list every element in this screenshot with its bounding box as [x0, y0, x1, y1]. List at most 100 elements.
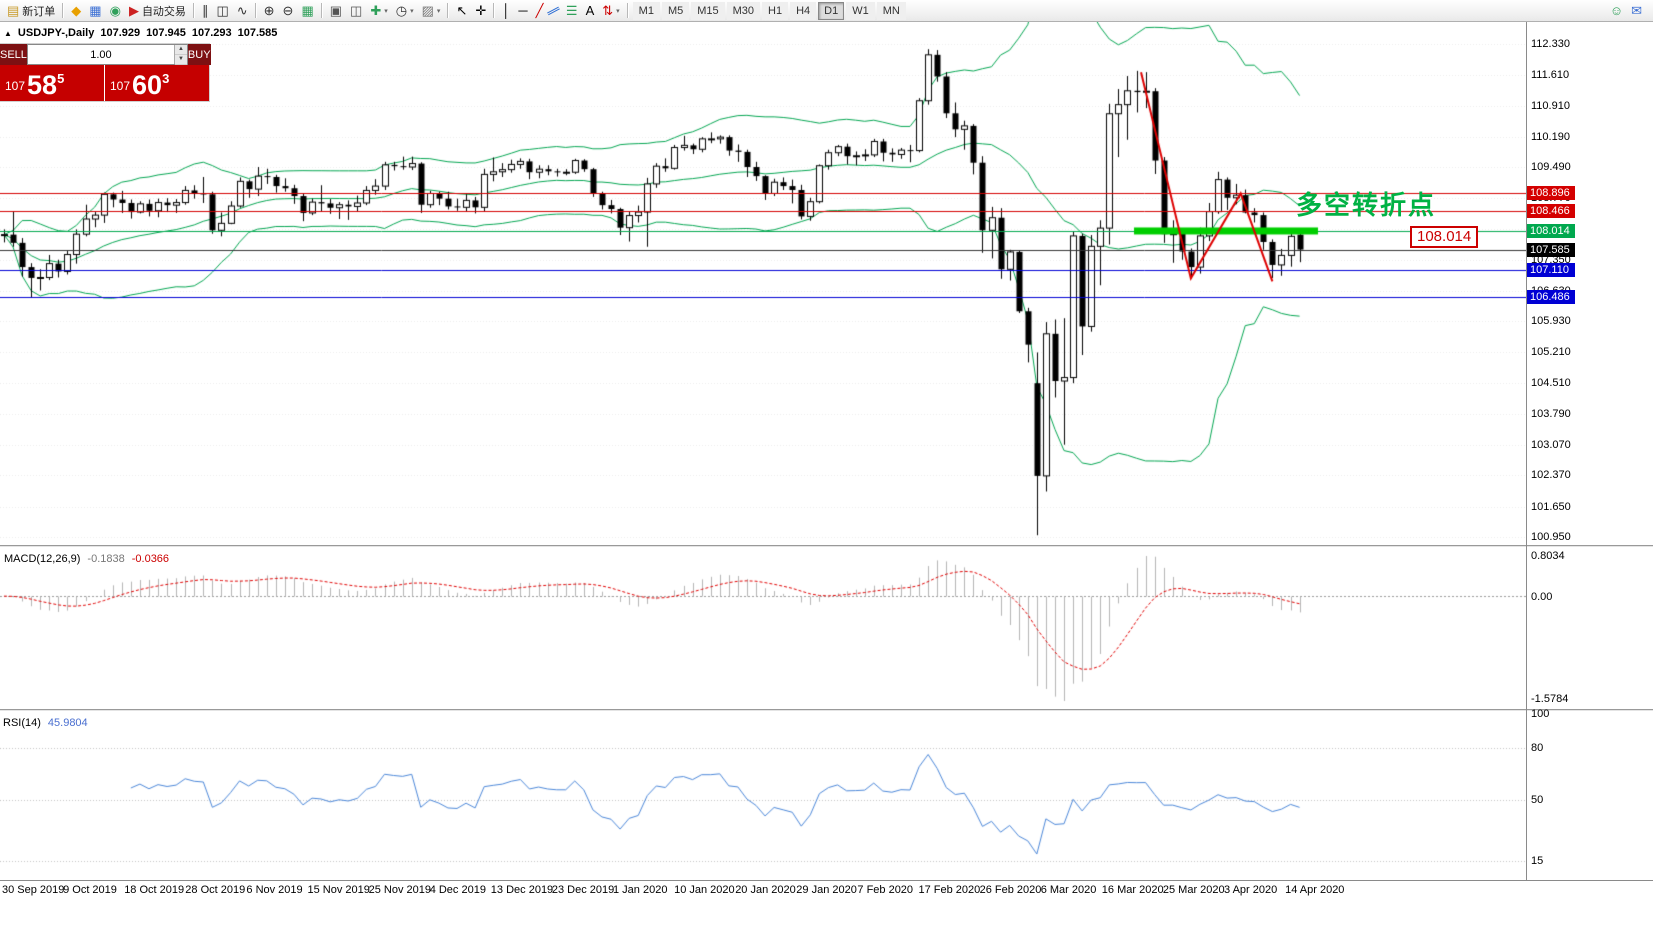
- rsi-axis-label: 15: [1531, 854, 1544, 867]
- date-label: 29 Jan 2020: [796, 884, 857, 896]
- sell-big-figure: 107: [5, 79, 26, 93]
- toolbar-items: ▤ 新订单 ◆ ▦ ◉ ▶ 自动交易 ∥ ◫ ∿ ⊕ ⊖ ▦ ▣ ◫ ✚ ▾ ◷ ▾ ▨ ▾ ↖ ✛ │ ─ ╱ ∥ ☰ A ⇅ ▾: [3, 1, 632, 21]
- timeframe-m30-button[interactable]: M30: [726, 1, 761, 20]
- date-label: 9 Oct 2019: [63, 884, 117, 896]
- macd-axis-label: 0.8034: [1531, 550, 1565, 562]
- zoom-out-button[interactable]: ⊖: [279, 1, 298, 21]
- macd-label: MACD(12,26,9) -0.1838 -0.0366: [4, 553, 169, 565]
- buy-price-button[interactable]: 107 60 3: [105, 65, 209, 101]
- mail-icon: ✉: [1631, 3, 1642, 18]
- dropdown-arrow-icon: ▾: [410, 7, 414, 15]
- auto-trading-label: 自动交易: [141, 5, 186, 18]
- lot-size-input[interactable]: [27, 45, 174, 64]
- chart-window: 112.330111.610110.910110.190109.490108.7…: [0, 22, 1653, 949]
- templates-button[interactable]: ▨ ▾: [418, 1, 445, 21]
- data-window-button[interactable]: ▦: [85, 1, 105, 21]
- rsi-splitter[interactable]: [0, 709, 1653, 712]
- line-chart-mode-button[interactable]: ∿: [233, 1, 252, 21]
- timeframe-m15-button[interactable]: M15: [691, 1, 725, 20]
- level-price-badge: 108.896: [1527, 185, 1575, 200]
- macd-panel-canvas[interactable]: [0, 548, 1526, 709]
- lot-spinner-down-icon[interactable]: ▼: [174, 55, 187, 65]
- trendline-button[interactable]: ╱: [532, 1, 548, 21]
- chart-title: ▲ USDJPY-,Daily 107.929 107.945 107.293 …: [4, 27, 277, 39]
- toolbar-separator: [192, 3, 195, 18]
- lot-spinner-up-icon[interactable]: ▲: [174, 45, 187, 55]
- trend-icon: ╱: [535, 3, 544, 18]
- candlestick-mode-button[interactable]: ◫: [212, 1, 232, 21]
- new-order-button[interactable]: ▤ 新订单: [3, 1, 59, 21]
- chat-button[interactable]: ☺: [1606, 1, 1627, 21]
- timeframe-m1-button[interactable]: M1: [632, 1, 660, 20]
- toolbar-separator: [447, 3, 450, 18]
- timeframe-w1-button[interactable]: W1: [846, 1, 875, 20]
- timeframe-d1-button[interactable]: D1: [818, 1, 845, 20]
- main-chart-canvas[interactable]: [0, 22, 1526, 545]
- rsi-axis-label: 80: [1531, 742, 1544, 755]
- timeframe-h1-button[interactable]: H1: [762, 1, 789, 20]
- fibo-icon: ☰: [565, 3, 578, 18]
- price-tick: 105.930: [1531, 315, 1571, 328]
- sell-pipette: 5: [57, 71, 65, 86]
- cascade-windows-button[interactable]: ▣: [326, 1, 346, 21]
- rsi-name: RSI(14): [3, 717, 41, 729]
- date-label: 7 Feb 2020: [857, 884, 914, 896]
- clock-icon: ◷: [395, 3, 408, 18]
- navigator-button[interactable]: ◉: [106, 1, 125, 21]
- auto-scroll-button[interactable]: ▦: [297, 1, 317, 21]
- tile-icon: ◫: [350, 3, 363, 18]
- sell-price-button[interactable]: 107 58 5: [0, 65, 104, 101]
- line-icon: ∿: [236, 3, 248, 18]
- cursor-button[interactable]: ↖: [452, 1, 471, 21]
- price-tick: 101.650: [1531, 500, 1571, 513]
- dropdown-arrow-icon: ▾: [616, 7, 620, 15]
- date-label: 10 Jan 2020: [674, 884, 735, 896]
- buy-pips: 60: [132, 70, 163, 100]
- tile-windows-button[interactable]: ◫: [346, 1, 366, 21]
- zoom-in-button[interactable]: ⊕: [260, 1, 279, 21]
- crosshair-icon: ✛: [475, 3, 487, 18]
- profiles-button[interactable]: ◷ ▾: [392, 1, 418, 21]
- text-label-button[interactable]: A: [582, 1, 599, 21]
- vertical-line-button[interactable]: │: [498, 1, 514, 21]
- new-chart-button[interactable]: ✚ ▾: [366, 1, 391, 21]
- buy-label: BUY: [187, 44, 211, 65]
- price-tick: 105.210: [1531, 346, 1571, 359]
- date-label: 17 Feb 2020: [918, 884, 981, 896]
- market-watch-icon: ◆: [71, 3, 82, 18]
- ohlc-high: 107.945: [146, 27, 186, 39]
- chat-icon: ☺: [1609, 3, 1624, 18]
- level-price-badge: 108.466: [1527, 204, 1575, 219]
- timeframe-m5-button[interactable]: M5: [661, 1, 690, 20]
- fibonacci-retracement-button[interactable]: ☰: [562, 1, 582, 21]
- timeframe-mn-button[interactable]: MN: [876, 1, 906, 20]
- ohlc-close: 107.585: [237, 27, 278, 39]
- macd-axis-label: -1.5784: [1531, 693, 1569, 705]
- channel-icon: ∥: [546, 4, 563, 17]
- collapse-arrow-icon[interactable]: ▲: [4, 28, 12, 38]
- arrows-button[interactable]: ⇅ ▾: [598, 1, 623, 21]
- mailbox-button[interactable]: ✉: [1627, 1, 1646, 21]
- macd-signal-value: -0.0366: [131, 553, 170, 565]
- date-label: 25 Nov 2019: [368, 884, 431, 896]
- one-click-prices: 107 58 5 107 60 3: [0, 65, 209, 101]
- hline-icon: ─: [518, 3, 528, 18]
- new-order-label: 新订单: [22, 5, 56, 18]
- bar-chart-mode-button[interactable]: ∥: [198, 1, 213, 21]
- date-label: 6 Nov 2019: [246, 884, 303, 896]
- date-label: 15 Nov 2019: [307, 884, 370, 896]
- market-watch-button[interactable]: ◆: [67, 1, 85, 21]
- equidistant-channel-button[interactable]: ∥: [546, 1, 563, 21]
- horizontal-line-button[interactable]: ─: [514, 1, 531, 21]
- crosshair-button[interactable]: ✛: [471, 1, 490, 21]
- auto-trading-button[interactable]: ▶ 自动交易: [125, 1, 190, 21]
- date-label: 23 Dec 2019: [551, 884, 615, 896]
- ohlc-open: 107.929: [100, 27, 141, 39]
- auto-trading-icon: ▶: [128, 3, 139, 18]
- price-tick: 103.790: [1531, 407, 1571, 420]
- rsi-value: 45.9804: [47, 717, 88, 729]
- macd-splitter[interactable]: [0, 545, 1653, 548]
- rsi-panel-canvas[interactable]: [0, 712, 1526, 880]
- date-label: 6 Mar 2020: [1040, 884, 1097, 896]
- timeframe-h4-button[interactable]: H4: [790, 1, 817, 20]
